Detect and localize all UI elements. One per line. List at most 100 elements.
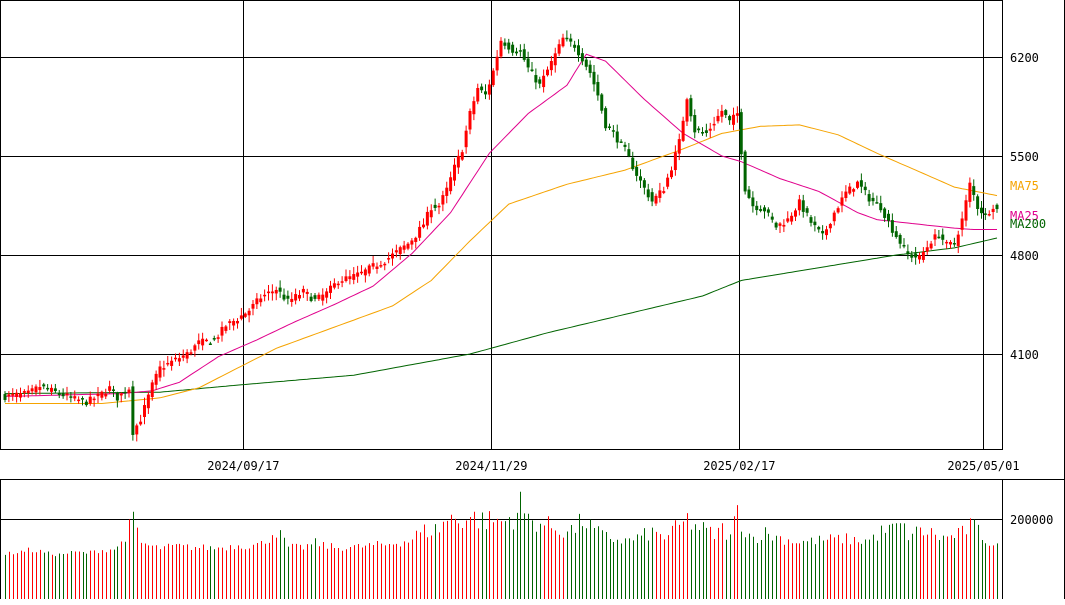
candle-body — [104, 393, 108, 397]
candle-body — [228, 321, 232, 324]
candle-body — [11, 393, 15, 396]
candle-body — [918, 255, 921, 260]
candle-body — [193, 345, 197, 351]
candle-body — [914, 253, 918, 258]
date-x-axis: 2024/09/17 2024/11/29 2025/02/17 2025/05/01 — [0, 459, 1064, 480]
price-tick-label-4100: 4100 — [1010, 348, 1039, 362]
candle-body — [216, 337, 220, 339]
candle-body — [22, 391, 26, 393]
candle-body — [391, 253, 394, 259]
volume-grid — [0, 479, 1003, 599]
candle-body — [980, 207, 983, 214]
candle-body — [933, 234, 937, 240]
candle-body — [437, 205, 441, 208]
candle-body — [348, 276, 352, 280]
candle-body — [65, 393, 69, 396]
candle-body — [906, 251, 910, 255]
candle-body — [433, 204, 437, 208]
candle-body — [794, 210, 797, 217]
candle-body — [697, 128, 701, 131]
candle-body — [487, 84, 491, 95]
candle-body — [197, 340, 201, 345]
legend-ma75: MA75 — [1010, 179, 1039, 193]
candle-body — [801, 200, 805, 212]
candle-body — [208, 343, 212, 345]
candle-body — [836, 208, 840, 213]
candle-body — [580, 53, 584, 62]
candle-body — [495, 56, 499, 71]
candle-body — [681, 120, 685, 141]
candle-body — [468, 110, 472, 130]
candle-body — [832, 212, 836, 222]
price-tick-label-6200: 6200 — [1010, 51, 1039, 65]
candle-body — [484, 91, 487, 95]
candle-body — [662, 191, 666, 193]
candle-body — [604, 108, 608, 129]
candle-body — [728, 116, 732, 121]
candle-body — [887, 213, 890, 221]
candle-body — [100, 391, 104, 398]
candle-body — [301, 288, 305, 293]
volume-bar-series — [5, 491, 998, 599]
candle-body — [46, 387, 50, 390]
candle-body — [464, 130, 468, 148]
candle-body — [332, 283, 336, 288]
candle-body — [26, 390, 30, 394]
candle-body — [305, 291, 309, 294]
candle-body — [53, 388, 57, 392]
candle-body — [894, 231, 898, 238]
candle-body — [825, 229, 828, 236]
candle-body — [596, 81, 600, 96]
candle-body — [561, 37, 565, 47]
ma25-line — [4, 53, 997, 397]
candle-body — [77, 399, 81, 402]
candle-body — [518, 50, 522, 52]
candle-body — [224, 326, 228, 331]
candle-body — [185, 352, 189, 359]
candle-body — [704, 130, 708, 134]
ma25-line-group — [4, 53, 997, 397]
candle-body — [19, 393, 22, 398]
candle-body — [398, 247, 402, 255]
candle-body — [282, 294, 286, 300]
candle-body — [642, 180, 646, 188]
candle-body — [956, 234, 960, 246]
candle-body — [503, 42, 507, 46]
candle-body — [298, 294, 301, 299]
candle-body — [658, 190, 662, 198]
candle-body — [828, 224, 832, 229]
candle-body — [340, 281, 344, 283]
candle-body — [743, 151, 747, 192]
candle-body — [61, 393, 65, 397]
candle-body — [325, 291, 329, 298]
candle-body — [871, 197, 875, 202]
candle-body — [174, 357, 177, 360]
candle-body — [747, 189, 751, 198]
candle-body — [394, 250, 398, 253]
candle-body — [879, 203, 883, 211]
candle-body — [294, 294, 298, 301]
price-tick-label-5500: 5500 — [1010, 150, 1039, 164]
candle-body — [81, 398, 84, 400]
candle-body — [964, 200, 968, 221]
candle-body — [751, 197, 755, 207]
candle-body — [267, 291, 270, 294]
candle-body — [507, 42, 511, 50]
candle-body — [890, 220, 894, 233]
candle-body — [921, 251, 925, 260]
candle-body — [708, 128, 712, 131]
candle-body — [143, 405, 146, 418]
candle-body — [588, 64, 592, 74]
candle-body — [309, 296, 313, 301]
candle-body — [243, 313, 247, 317]
candle-body — [123, 391, 127, 394]
candle-body — [274, 289, 278, 294]
candle-body — [949, 241, 952, 245]
candle-body — [255, 298, 259, 305]
candle-body — [608, 126, 611, 128]
candle-body — [755, 205, 759, 211]
candle-body — [162, 368, 166, 370]
candle-body — [344, 276, 348, 281]
candle-body — [480, 86, 484, 91]
candle-body — [735, 113, 739, 116]
